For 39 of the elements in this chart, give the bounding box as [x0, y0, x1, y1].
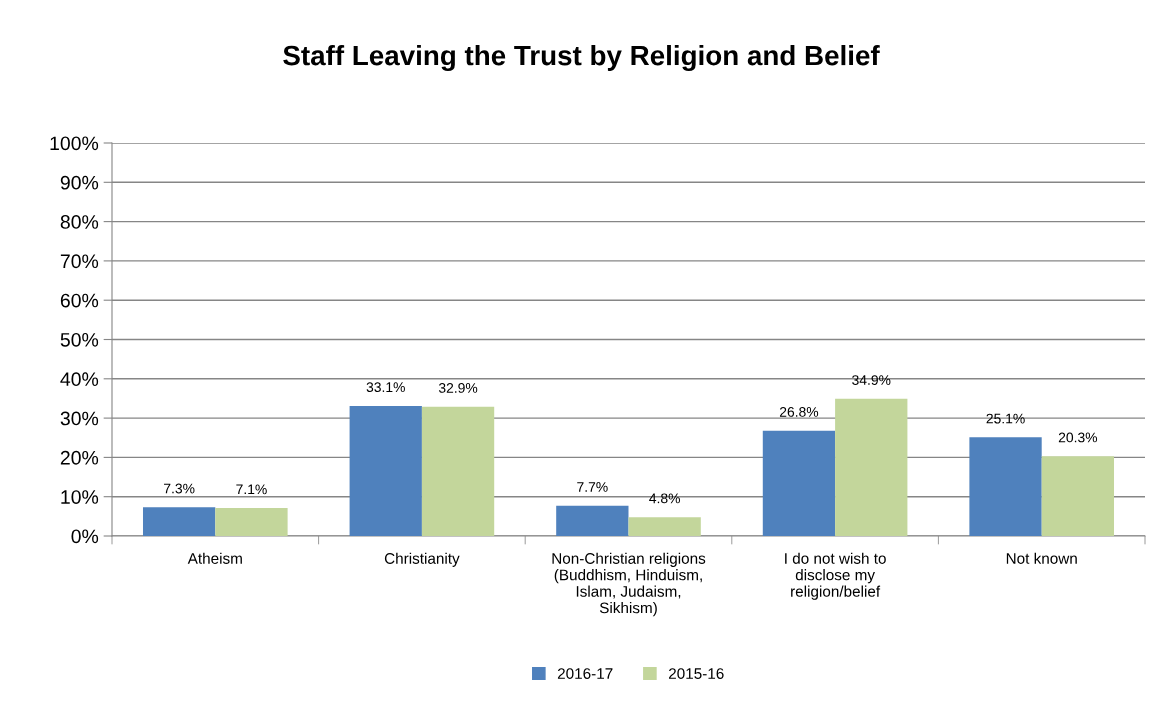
bar	[142, 507, 216, 536]
chart-title: Staff Leaving the Trust by Religion and Belief	[283, 44, 880, 72]
y-tick-label: 100%	[50, 136, 99, 151]
data-label: 4.8%	[649, 493, 680, 504]
x-tick-label: Atheism	[187, 552, 242, 564]
bar	[628, 517, 701, 536]
x-tick-label: Christianity	[384, 552, 460, 567]
x-tick-label: Not known	[1006, 552, 1077, 564]
data-label: 26.8%	[779, 406, 819, 417]
y-tick-label: 20%	[60, 450, 99, 465]
bar	[762, 430, 836, 536]
y-tick-label: 60%	[60, 293, 99, 308]
y-tick-label: 0%	[71, 529, 99, 544]
bar	[556, 505, 629, 536]
data-label: 7.1%	[236, 484, 267, 495]
legend-label: 2016-17	[557, 668, 613, 679]
bar	[215, 508, 288, 536]
y-tick-label: 80%	[60, 215, 99, 229]
y-tick-label: 30%	[60, 411, 99, 426]
x-tick-label: I do not wish to disclose my religion/belief	[785, 552, 886, 600]
data-label: 25.1%	[986, 413, 1025, 424]
x-tick-label: Non-Christian religions (Buddhism, Hinduism, Islam, Judaism, Sikhism)	[552, 552, 706, 617]
y-tick-label: 10%	[61, 490, 99, 504]
data-label: 32.9%	[438, 383, 478, 393]
y-tick-label: 90%	[60, 175, 99, 190]
bar	[349, 405, 422, 536]
y-tick-label: 40%	[60, 372, 99, 387]
legend-label: 2015-16	[668, 668, 724, 679]
data-label: 7.3%	[164, 483, 195, 494]
bar	[969, 437, 1042, 536]
data-label: 33.1%	[366, 382, 405, 393]
data-label: 34.9%	[852, 375, 891, 385]
data-label: 7.7%	[577, 482, 608, 492]
y-tick-label: 70%	[60, 254, 99, 269]
y-tick-label: 50%	[60, 332, 99, 347]
bar	[421, 406, 495, 536]
bar	[835, 398, 908, 536]
data-label: 20.3%	[1058, 432, 1098, 443]
bar	[1041, 456, 1115, 536]
